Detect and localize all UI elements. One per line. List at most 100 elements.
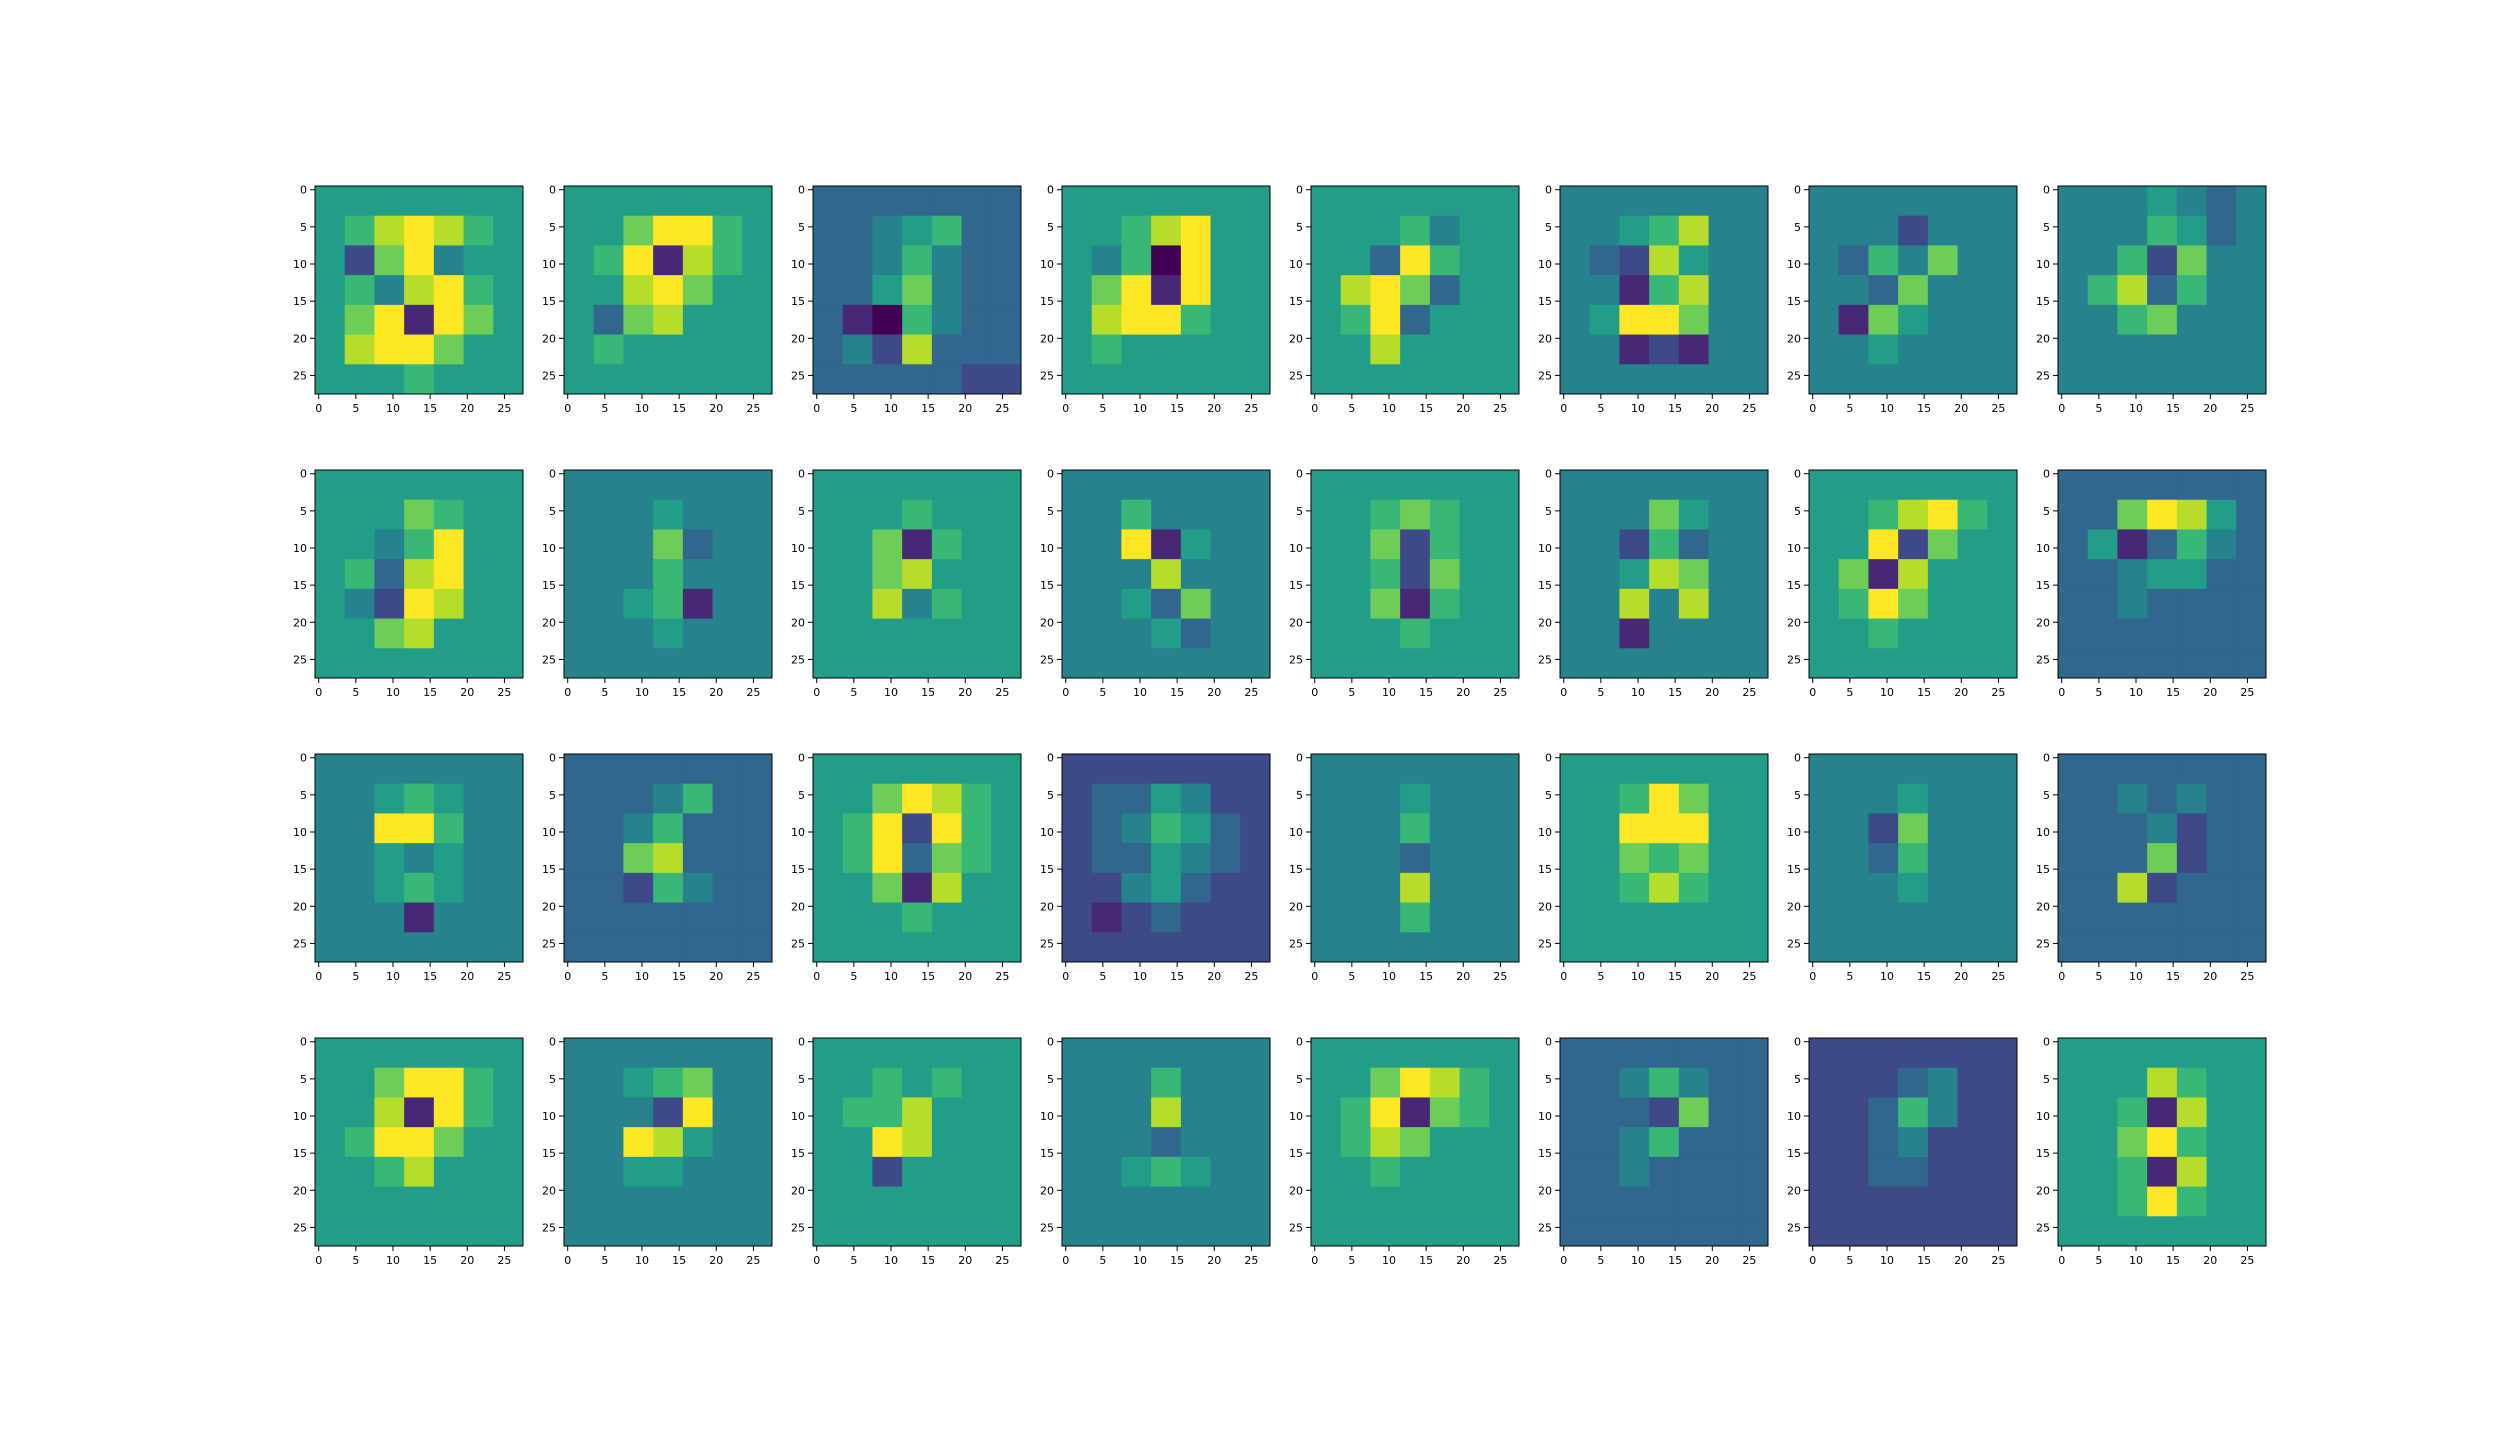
y-tick-label: 5 xyxy=(1047,1073,1054,1086)
x-tick-label: 15 xyxy=(921,686,935,699)
axes-frame xyxy=(1808,753,2018,963)
heatmap-cell xyxy=(1560,902,1591,933)
heatmap-cell xyxy=(1400,275,1431,306)
heatmap-cell xyxy=(1151,1186,1182,1217)
heatmap-cell xyxy=(2087,529,2118,560)
heatmap-cell xyxy=(1898,932,1929,963)
x-tick-label: 15 xyxy=(2166,686,2180,699)
y-tick-label: 15 xyxy=(1289,295,1303,308)
heatmap-cell xyxy=(433,334,465,365)
heatmap-cell xyxy=(1927,470,1959,501)
heatmap-cell xyxy=(1062,215,1093,246)
heatmap-cell xyxy=(1809,618,1840,649)
heatmap-cell xyxy=(682,499,714,530)
heatmap-cell xyxy=(1311,1067,1342,1098)
x-tick-label: 20 xyxy=(1954,402,1968,415)
heatmap-cell xyxy=(682,559,714,590)
heatmap-cell xyxy=(344,872,375,904)
heatmap-cell xyxy=(374,618,405,649)
heatmap-cell xyxy=(593,902,624,933)
heatmap-cell xyxy=(1708,334,1739,365)
heatmap-cell xyxy=(1898,872,1929,904)
heatmap-cell xyxy=(2117,334,2148,365)
heatmap-cell xyxy=(315,1186,346,1217)
heatmap-cell xyxy=(1340,364,1371,395)
heatmap-cell xyxy=(682,754,714,785)
heatmap-cell xyxy=(1311,1156,1342,1188)
heatmap-cell xyxy=(1868,186,1899,217)
heatmap-cell xyxy=(2147,843,2178,874)
axes-frame xyxy=(1310,469,1520,679)
heatmap-cell xyxy=(1400,559,1431,590)
heatmap-cell xyxy=(712,275,743,306)
heatmap-cell xyxy=(2058,559,2089,590)
x-tick-label: 25 xyxy=(1493,970,1507,983)
heatmap-cell xyxy=(902,1156,933,1188)
heatmap-cell xyxy=(1400,783,1431,814)
heatmap-cell xyxy=(842,843,873,874)
heatmap-cell xyxy=(1489,215,1520,246)
heatmap-cell xyxy=(374,559,405,590)
x-tick-label: 15 xyxy=(1917,402,1931,415)
heatmap-cell xyxy=(1987,1216,2018,1247)
heatmap-cell xyxy=(2058,245,2089,276)
heatmap-cell xyxy=(564,1216,595,1247)
heatmap-cell xyxy=(564,1067,595,1098)
heatmap-cell xyxy=(1062,334,1093,365)
heatmap-cell xyxy=(742,304,773,336)
heatmap-cell xyxy=(374,1127,405,1158)
heatmap-cell xyxy=(902,304,933,336)
heatmap-cell xyxy=(1589,588,1620,620)
heatmap-cell xyxy=(1091,334,1122,365)
heatmap-cell xyxy=(1400,1127,1431,1158)
heatmap-cell xyxy=(961,1067,992,1098)
heatmap-cell xyxy=(902,1038,933,1069)
heatmap-cell xyxy=(564,1186,595,1217)
heatmap-cell xyxy=(1459,588,1490,620)
heatmap-cell xyxy=(1649,902,1680,933)
heatmap-cell xyxy=(2176,1156,2208,1188)
heatmap-cell xyxy=(842,872,873,904)
heatmap-cell xyxy=(742,559,773,590)
heatmap-cell xyxy=(1429,872,1461,904)
heatmap-cell xyxy=(1678,783,1710,814)
heatmap-cell xyxy=(1062,499,1093,530)
heatmap-cell xyxy=(1987,1127,2018,1158)
heatmap-cell xyxy=(1210,1216,1241,1247)
heatmap-cell xyxy=(682,1067,714,1098)
heatmap-cell xyxy=(1340,499,1371,530)
heatmap-cell xyxy=(1121,529,1152,560)
heatmap-cell xyxy=(653,1067,684,1098)
heatmap-cell xyxy=(991,783,1022,814)
heatmap-cell xyxy=(1809,1097,1840,1128)
heatmap-cell xyxy=(931,1067,963,1098)
x-tick-label: 0 xyxy=(1062,1254,1069,1267)
heatmap-cell xyxy=(813,1097,844,1128)
heatmap-cell xyxy=(1489,1186,1520,1217)
heatmap-cell xyxy=(2087,499,2118,530)
heatmap-cell xyxy=(1838,932,1869,963)
heatmap-cell xyxy=(1400,364,1431,395)
heatmap-cell xyxy=(1151,932,1182,963)
heatmap-cell xyxy=(1809,1216,1840,1247)
heatmap-cell xyxy=(1678,1127,1710,1158)
heatmap-cell xyxy=(374,754,405,785)
heatmap-cell xyxy=(961,364,992,395)
y-tick-label: 20 xyxy=(1040,616,1054,629)
heatmap-cell xyxy=(1121,588,1152,620)
heatmap-cell xyxy=(961,813,992,844)
y-tick-label: 20 xyxy=(1040,900,1054,913)
heatmap-cell xyxy=(742,470,773,501)
x-tick-label: 5 xyxy=(352,970,359,983)
heatmap-cell xyxy=(1560,648,1591,679)
x-tick-label: 10 xyxy=(884,686,898,699)
heatmap-cell xyxy=(1678,529,1710,560)
heatmap-cell xyxy=(961,304,992,336)
heatmap-cell xyxy=(2087,334,2118,365)
heatmap-cell xyxy=(1898,1156,1929,1188)
heatmap-cell xyxy=(931,1097,963,1128)
heatmap-cell xyxy=(1868,843,1899,874)
heatmap-cell xyxy=(374,1097,405,1128)
heatmap-cell xyxy=(1340,1156,1371,1188)
heatmap-cell xyxy=(2206,499,2237,530)
